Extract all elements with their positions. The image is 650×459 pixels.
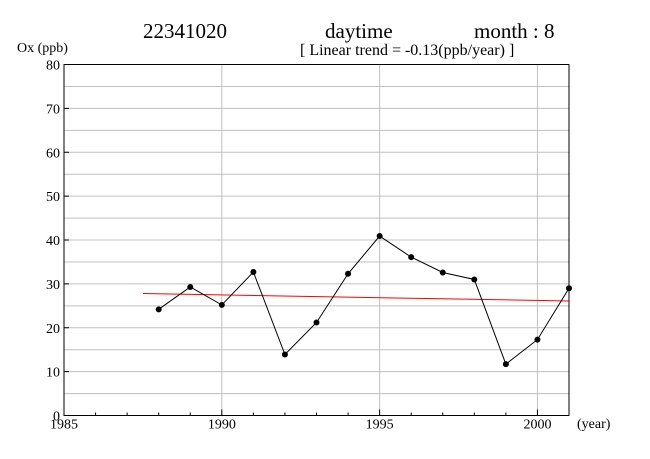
x-tick-label: 1995 <box>366 418 394 433</box>
data-point <box>566 285 572 292</box>
data-point <box>502 361 509 368</box>
data-point <box>471 276 478 283</box>
data-point <box>345 270 352 277</box>
data-point <box>534 336 541 343</box>
y-tick-label: 80 <box>46 59 60 74</box>
linear-trend <box>142 293 570 302</box>
data-point <box>250 269 257 276</box>
data-point <box>281 351 288 358</box>
ox-series <box>155 233 572 368</box>
y-tick-label: 0 <box>53 410 60 425</box>
series-line <box>158 235 570 365</box>
y-tick-label: 40 <box>46 234 60 249</box>
x-tick-label: 1990 <box>208 418 236 433</box>
y-tick-label: 70 <box>46 102 60 117</box>
y-axis-label: Ox (ppb) <box>17 41 68 56</box>
y-tick-label: 10 <box>46 366 60 381</box>
grid-lines <box>63 64 569 416</box>
data-point <box>376 233 383 240</box>
y-tick-label: 60 <box>46 146 60 161</box>
trend-line <box>142 293 570 302</box>
x-tick-label: 1985 <box>50 418 78 433</box>
axis-ticks: 0 10 20 30 40 50 60 70 80 1985 1990 1995 2000 <box>46 59 570 433</box>
y-tick-label: 50 <box>46 190 60 205</box>
data-point <box>218 301 225 308</box>
x-axis-label: (year) <box>577 417 611 432</box>
month-label: month : 8 <box>474 19 555 43</box>
period-label: daytime <box>325 19 393 43</box>
station-id: 22341020 <box>143 19 227 43</box>
data-point <box>408 254 415 261</box>
y-tick-label: 30 <box>46 278 60 293</box>
data-point <box>439 269 446 276</box>
data-point <box>155 306 162 313</box>
trend-label: [ Linear trend = -0.13(ppb/year) ] <box>300 42 515 59</box>
x-tick-label: 2000 <box>523 418 551 433</box>
y-tick-label: 20 <box>46 322 60 337</box>
data-point <box>187 283 194 290</box>
data-point <box>313 319 320 326</box>
